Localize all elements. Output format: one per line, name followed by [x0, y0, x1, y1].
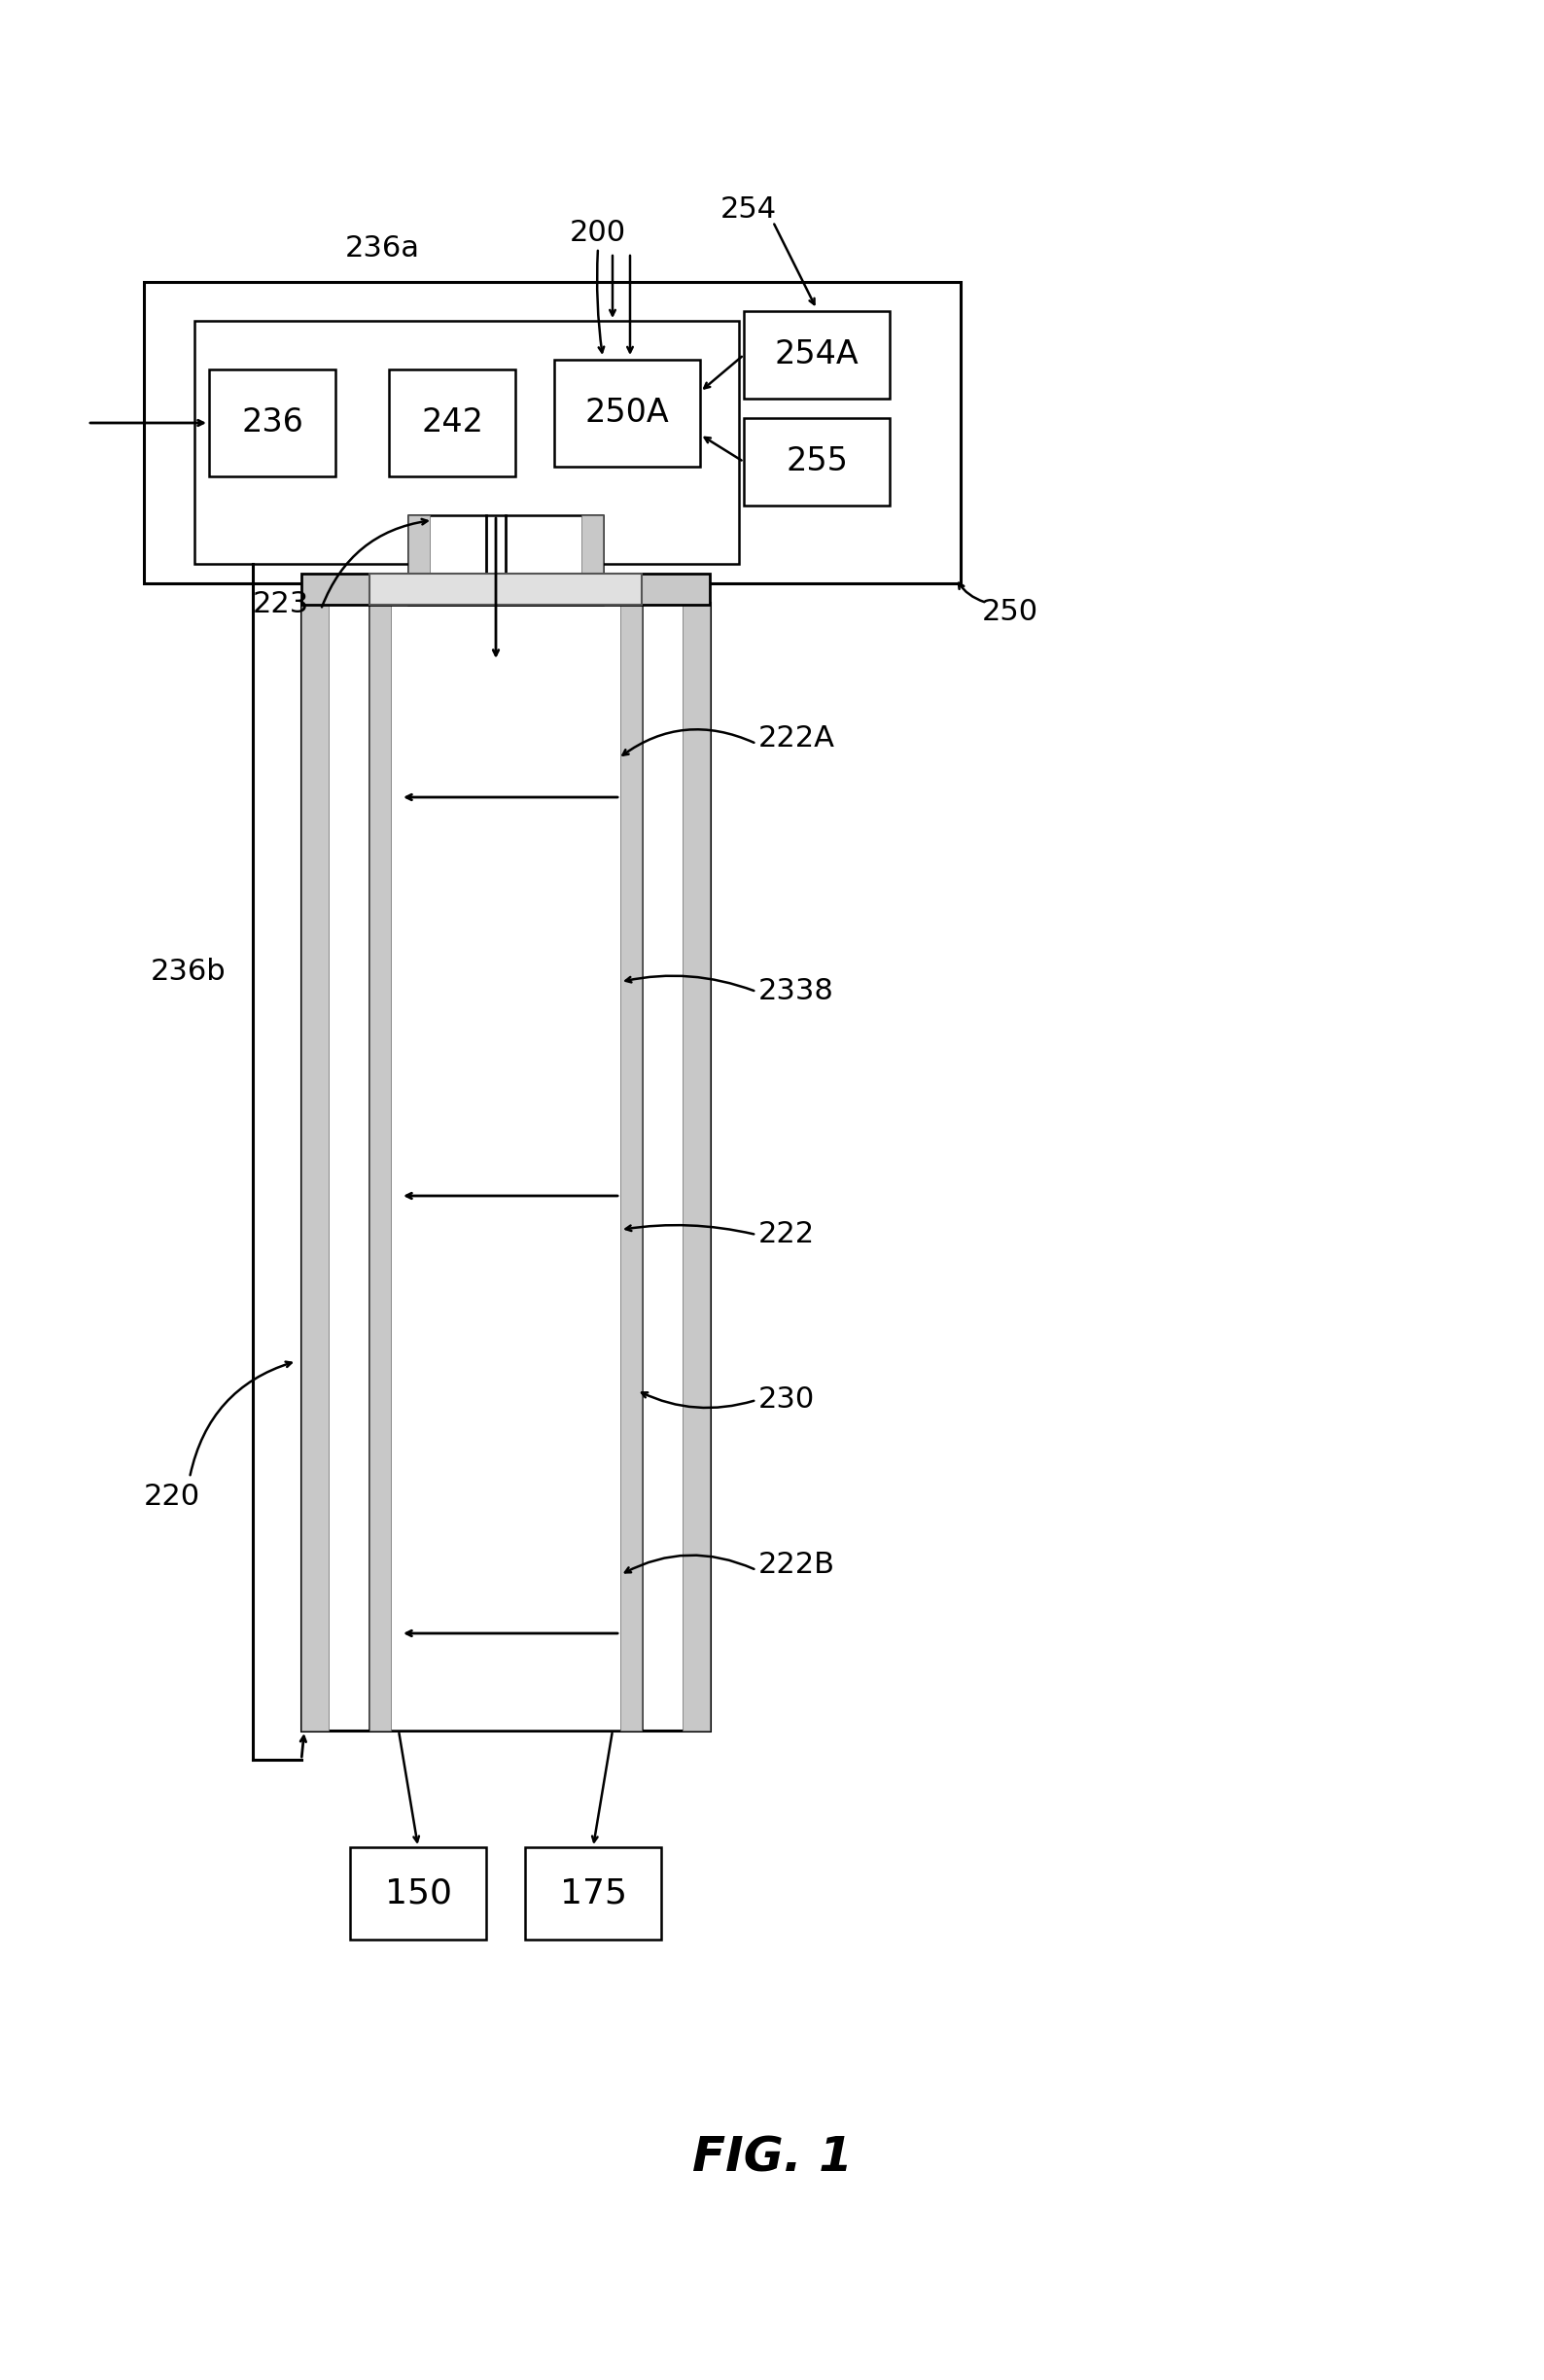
Text: 2338: 2338	[758, 978, 834, 1007]
Text: 236a: 236a	[346, 233, 420, 262]
Bar	[408, 516, 429, 605]
Bar	[582, 516, 602, 605]
Text: 223: 223	[253, 590, 309, 619]
Text: 175: 175	[559, 1878, 627, 1909]
Bar	[301, 602, 329, 1730]
Text: 254A: 254A	[775, 338, 858, 371]
Text: 222A: 222A	[758, 726, 835, 752]
Bar	[208, 369, 335, 476]
Bar	[144, 281, 960, 583]
Bar	[301, 574, 710, 605]
Bar	[744, 419, 889, 505]
Bar	[525, 1847, 661, 1940]
Bar	[195, 321, 740, 564]
Text: 250A: 250A	[585, 397, 669, 428]
Text: 222: 222	[758, 1221, 815, 1250]
Bar	[369, 602, 391, 1730]
Text: 200: 200	[570, 219, 627, 248]
Bar	[369, 574, 642, 605]
Text: 254: 254	[721, 195, 777, 224]
Bar	[744, 312, 889, 397]
Text: FIG. 1: FIG. 1	[692, 2135, 852, 2182]
Text: 250: 250	[982, 597, 1039, 626]
Text: 220: 220	[144, 1483, 201, 1511]
Text: 222B: 222B	[758, 1552, 835, 1580]
Text: 236: 236	[241, 407, 303, 438]
Bar	[621, 602, 642, 1730]
Bar	[408, 516, 602, 605]
Text: 230: 230	[758, 1385, 815, 1414]
Text: 242: 242	[422, 407, 483, 438]
Text: 236b: 236b	[151, 959, 225, 985]
Text: 255: 255	[786, 445, 848, 478]
Bar	[369, 602, 642, 1730]
Bar	[389, 369, 516, 476]
Bar	[682, 602, 710, 1730]
Bar	[301, 602, 710, 1730]
Bar	[350, 1847, 486, 1940]
Text: 150: 150	[384, 1878, 452, 1909]
Bar	[554, 359, 699, 466]
